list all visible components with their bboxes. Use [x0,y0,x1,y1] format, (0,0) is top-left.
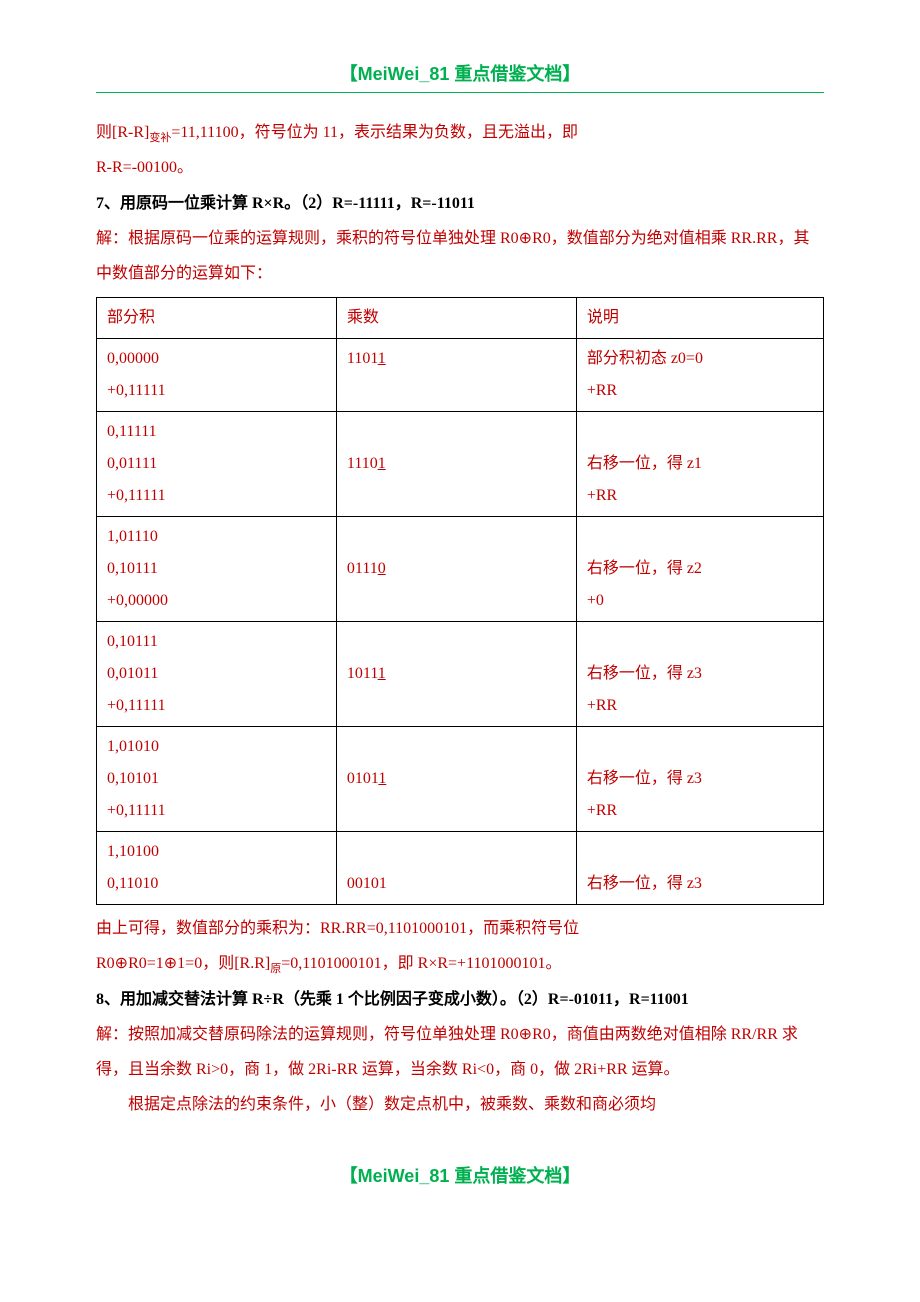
cell-line: +0,11111 [107,480,326,512]
table-header-row: 部分积 乘数 说明 [97,298,824,339]
paragraph-3-heading: 7、用原码一位乘计算 R×R。（2）R=-11111，R=-11011 [96,186,824,221]
cell-line [347,521,566,553]
cell-line: +0,00000 [107,585,326,617]
cell-c2: 01011 [336,727,576,832]
cell-line: 0,00000 [107,343,326,375]
cell-line: 0,11111 [107,416,326,448]
cell-line: 部分积初态 z0=0 [587,343,813,375]
table-row: 1,01110 0,10111 +0,00000 01110 右移一位，得 z2… [97,517,824,622]
cell-line: 11101 [347,448,566,480]
cell-c1: 0,11111 0,01111 +0,11111 [97,412,337,517]
cell-line: +0,11111 [107,690,326,722]
table-row: 1,10100 0,11010 00101 右移一位，得 z3 [97,832,824,905]
cell-c1: 0,00000 +0,11111 [97,339,337,412]
cell-line: 0,11010 [107,868,326,900]
cell-line [587,836,813,868]
table-row: 0,11111 0,01111 +0,11111 11101 右移一位，得 z1… [97,412,824,517]
cell-line: 1,01010 [107,731,326,763]
cell-c3: 右移一位，得 z1 +RR [576,412,823,517]
cell-c3: 右移一位，得 z3 [576,832,823,905]
cell-line: 01011 [347,763,566,795]
cell-line: 11011 [347,343,566,375]
cell-c2: 00101 [336,832,576,905]
document-body: 则[R-R]变补=11,11100，符号位为 11，表示结果为负数，且无溢出，即… [96,115,824,1122]
cell-line: +0 [587,585,813,617]
cell-c1: 1,10100 0,11010 [97,832,337,905]
cell-line: 0,01011 [107,658,326,690]
cell-line: 0,01111 [107,448,326,480]
paragraph-4: 解：根据原码一位乘的运算规则，乘积的符号位单独处理 R0⊕R0，数值部分为绝对值… [96,221,824,291]
paragraph-7: 解：按照加减交替原码除法的运算规则，符号位单独处理 R0⊕R0，商值由两数绝对值… [96,1017,824,1087]
cell-line: +RR [587,480,813,512]
cell-line: +0,11111 [107,795,326,827]
cell-line: 01110 [347,553,566,585]
cell-c1: 1,01110 0,10111 +0,00000 [97,517,337,622]
paragraph-5a: 由上可得，数值部分的乘积为：RR.RR=0,1101000101，而乘积符号位 [96,911,824,946]
cell-line: 0,10111 [107,553,326,585]
p1-text-b: =11,11100，符号位为 11，表示结果为负数，且无溢出，即 [171,124,578,141]
cell-line: 右移一位，得 z3 [587,763,813,795]
cell-c3: 右移一位，得 z2 +0 [576,517,823,622]
paragraph-2: R-R=-00100。 [96,150,824,185]
cell-line: 右移一位，得 z2 [587,553,813,585]
cell-c1: 1,01010 0,10101 +0,11111 [97,727,337,832]
cell-c3: 部分积初态 z0=0 +RR [576,339,823,412]
th-description: 说明 [576,298,823,339]
paragraph-5b: R0⊕R0=1⊕1=0，则[R.R]原=0,1101000101，即 R×R=+… [96,946,824,981]
cell-line [587,731,813,763]
cell-c2: 11011 [336,339,576,412]
p1-subscript: 变补 [149,132,171,144]
page-footer: 【MeiWei_81 重点借鉴文档】 [96,1162,824,1188]
cell-line: +RR [587,690,813,722]
cell-c2: 01110 [336,517,576,622]
cell-line: 00101 [347,868,566,900]
paragraph-8: 根据定点除法的约束条件，小（整）数定点机中，被乘数、乘数和商必须均 [96,1087,824,1122]
cell-line [587,626,813,658]
paragraph-1: 则[R-R]变补=11,11100，符号位为 11，表示结果为负数，且无溢出，即 [96,115,824,150]
cell-line: 0,10111 [107,626,326,658]
p5b-sub: 原 [270,964,281,976]
cell-line [587,416,813,448]
cell-c2: 10111 [336,622,576,727]
cell-c1: 0,10111 0,01011 +0,11111 [97,622,337,727]
cell-c2: 11101 [336,412,576,517]
cell-line: 右移一位，得 z1 [587,448,813,480]
table-row: 1,01010 0,10101 +0,11111 01011 右移一位，得 z3… [97,727,824,832]
cell-line: +RR [587,795,813,827]
p1-text-a: 则[R-R] [96,124,149,141]
cell-line [587,521,813,553]
th-partial-product: 部分积 [97,298,337,339]
paragraph-6-heading: 8、用加减交替法计算 R÷R（先乘 1 个比例因子变成小数）。（2）R=-010… [96,982,824,1017]
page-header: 【MeiWei_81 重点借鉴文档】 [96,60,824,93]
cell-line [347,626,566,658]
cell-line: 10111 [347,658,566,690]
cell-line: 1,10100 [107,836,326,868]
cell-line [347,836,566,868]
cell-line: +RR [587,375,813,407]
cell-line [347,731,566,763]
cell-c3: 右移一位，得 z3 +RR [576,727,823,832]
p5b-a: R0⊕R0=1⊕1=0，则[R.R] [96,955,270,972]
cell-line [347,416,566,448]
multiplication-table: 部分积 乘数 说明 0,00000 +0,11111 11011 部分积初态 z… [96,297,824,905]
p5b-b: =0,1101000101，即 R×R=+1101000101。 [281,955,561,972]
cell-line: 0,10101 [107,763,326,795]
table-row: 0,00000 +0,11111 11011 部分积初态 z0=0 +RR [97,339,824,412]
cell-c3: 右移一位，得 z3 +RR [576,622,823,727]
table-row: 0,10111 0,01011 +0,11111 10111 右移一位，得 z3… [97,622,824,727]
cell-line: 右移一位，得 z3 [587,658,813,690]
cell-line: +0,11111 [107,375,326,407]
cell-line: 右移一位，得 z3 [587,868,813,900]
th-multiplier: 乘数 [336,298,576,339]
cell-line: 1,01110 [107,521,326,553]
